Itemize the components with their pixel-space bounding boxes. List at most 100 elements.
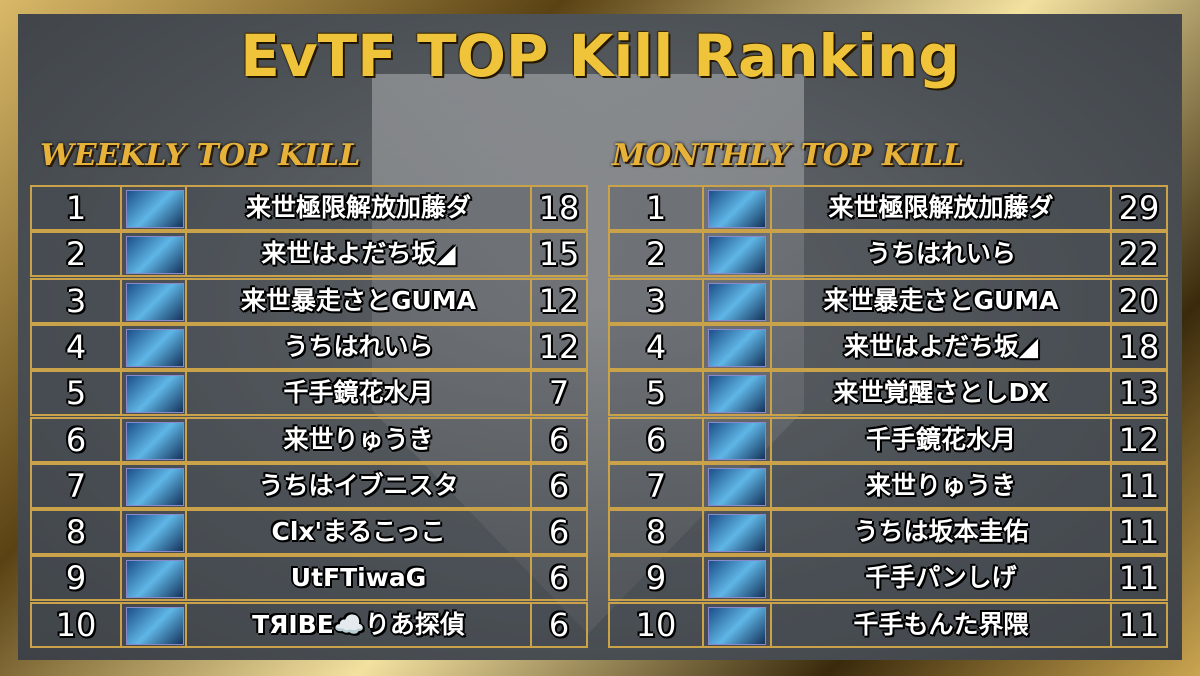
player-name: Clx'まるこっこ	[185, 511, 530, 554]
icon-cell	[702, 511, 770, 554]
player-icon	[708, 375, 766, 414]
player-name: 来世はよだち坂◢	[770, 325, 1110, 368]
kill-count: 11	[1110, 557, 1166, 600]
kill-count: 6	[530, 511, 586, 554]
rank: 5	[65, 374, 87, 413]
player-icon	[708, 467, 766, 506]
ranking-row: 7 うちはイブニスタ 6	[30, 462, 588, 509]
player-icon	[708, 328, 766, 367]
player-icon	[126, 282, 184, 321]
rank: 2	[645, 235, 667, 274]
player-name: 来世極限解放加藤ダ	[185, 187, 530, 229]
title: EvTF TOP Kill Ranking	[240, 22, 960, 90]
icon-cell	[702, 233, 770, 276]
kill-count: 12	[1110, 418, 1166, 461]
table-heading: MONTHLY TOP KILL	[612, 138, 965, 173]
kill-count: 18	[530, 187, 586, 229]
player-name: 来世りゅうき	[770, 464, 1110, 507]
ranking-row: 3 来世暴走さとGUMA 20	[608, 277, 1168, 324]
rank: 4	[645, 327, 667, 366]
player-name: 来世覚醒さとしDX	[770, 372, 1110, 415]
player-icon	[126, 606, 184, 645]
rank: 7	[65, 466, 87, 505]
player-name: 千手鏡花水月	[770, 418, 1110, 461]
kill-count: 15	[530, 233, 586, 276]
rank: 9	[65, 559, 87, 598]
rank: 3	[65, 281, 87, 320]
icon-cell	[120, 187, 185, 229]
kill-count: 11	[1110, 603, 1166, 646]
icon-cell	[702, 187, 770, 229]
ranking-row: 9 UtFTiwaG 6	[30, 555, 588, 602]
ranking-row: 2 来世はよだち坂◢ 15	[30, 231, 588, 278]
rank: 7	[645, 466, 667, 505]
player-icon	[126, 560, 184, 599]
rank: 3	[645, 281, 667, 320]
player-icon	[708, 190, 766, 228]
icon-cell	[120, 603, 185, 646]
rank: 8	[65, 513, 87, 552]
player-name: 千手もんた界隈	[770, 603, 1110, 646]
player-name: UtFTiwaG	[185, 557, 530, 600]
kill-count: 13	[1110, 372, 1166, 415]
ranking-row: 5 来世覚醒さとしDX 13	[608, 370, 1168, 417]
player-name: 来世はよだち坂◢	[185, 233, 530, 276]
icon-cell	[120, 325, 185, 368]
player-icon	[126, 514, 184, 553]
player-name: 来世暴走さとGUMA	[185, 279, 530, 322]
rank: 6	[645, 420, 667, 459]
player-icon	[708, 236, 766, 275]
rank: 6	[65, 420, 87, 459]
table-heading: WEEKLY TOP KILL	[40, 138, 361, 173]
ranking-row: 8 うちは坂本圭佑 11	[608, 509, 1168, 556]
kill-count: 11	[1110, 464, 1166, 507]
rank: 1	[645, 189, 667, 227]
ranking-row: 7 来世りゅうき 11	[608, 462, 1168, 509]
ranking-row: 4 うちはれいら 12	[30, 323, 588, 370]
rank: 10	[55, 605, 97, 644]
player-name: 千手鏡花水月	[185, 372, 530, 415]
player-name: TЯIBE☁️りあ探偵	[185, 603, 530, 646]
icon-cell	[702, 603, 770, 646]
icon-cell	[702, 279, 770, 322]
player-icon	[126, 375, 184, 414]
ranking-row: 3 来世暴走さとGUMA 12	[30, 277, 588, 324]
kill-count: 20	[1110, 279, 1166, 322]
player-icon	[708, 606, 766, 645]
player-icon	[126, 467, 184, 506]
rank: 10	[635, 605, 677, 644]
player-icon	[708, 282, 766, 321]
player-icon	[126, 328, 184, 367]
icon-cell	[120, 233, 185, 276]
player-icon	[708, 560, 766, 599]
icon-cell	[120, 464, 185, 507]
rank: 4	[65, 327, 87, 366]
player-icon	[708, 421, 766, 460]
icon-cell	[120, 511, 185, 554]
kill-count: 22	[1110, 233, 1166, 276]
icon-cell	[702, 418, 770, 461]
kill-count: 12	[530, 279, 586, 322]
ranking-row: 4 来世はよだち坂◢ 18	[608, 323, 1168, 370]
player-name: うちはれいら	[185, 325, 530, 368]
kill-count: 18	[1110, 325, 1166, 368]
icon-cell	[702, 464, 770, 507]
ranking-row: 1 来世極限解放加藤ダ 18	[30, 185, 588, 231]
ranking-row: 6 来世りゅうき 6	[30, 416, 588, 463]
kill-count: 6	[530, 603, 586, 646]
icon-cell	[702, 557, 770, 600]
ranking-row: 10 千手もんた界隈 11	[608, 601, 1168, 648]
icon-cell	[120, 418, 185, 461]
player-icon	[126, 236, 184, 275]
player-name: 来世暴走さとGUMA	[770, 279, 1110, 322]
icon-cell	[702, 325, 770, 368]
ranking-row: 5 千手鏡花水月 7	[30, 370, 588, 417]
ranking-row: 10 TЯIBE☁️りあ探偵 6	[30, 601, 588, 648]
kill-count: 6	[530, 464, 586, 507]
ranking-row: 9 千手パンしげ 11	[608, 555, 1168, 602]
rank: 9	[645, 559, 667, 598]
ranking-row: 1 来世極限解放加藤ダ 29	[608, 185, 1168, 231]
ranking-row: 6 千手鏡花水月 12	[608, 416, 1168, 463]
kill-count: 7	[530, 372, 586, 415]
